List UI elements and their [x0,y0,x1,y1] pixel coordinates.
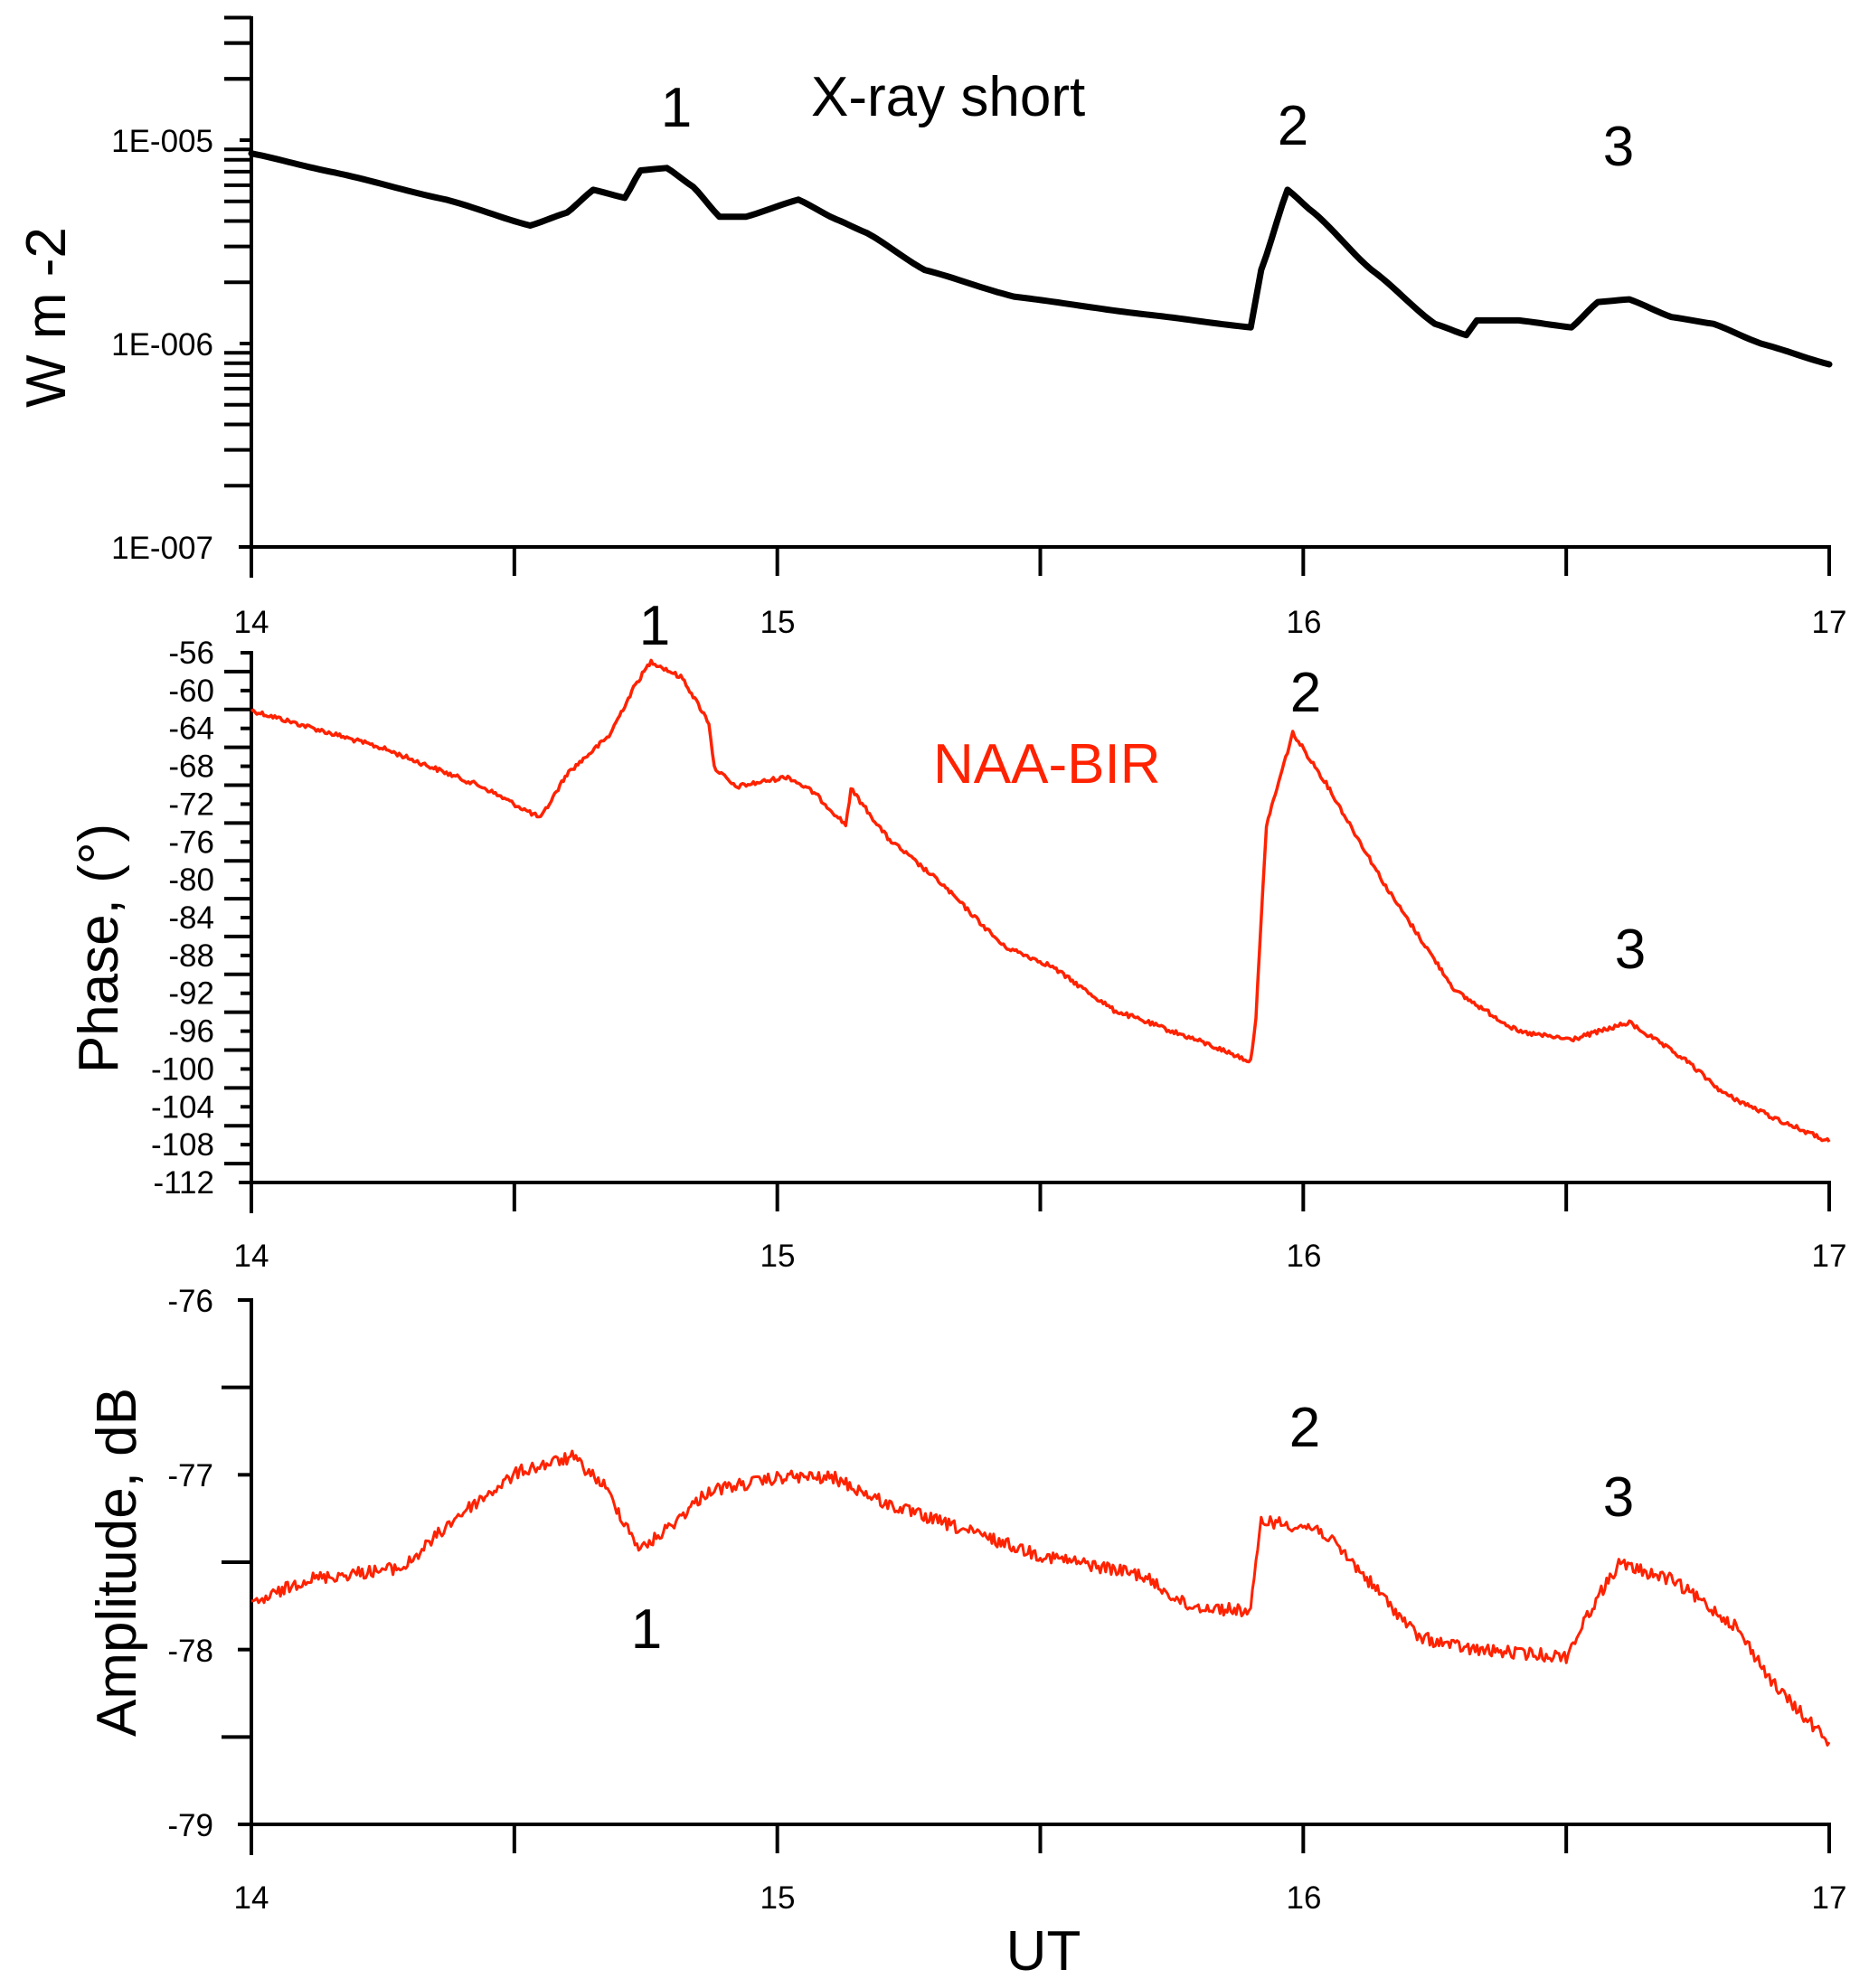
x-tick-label: 16 [1287,605,1322,640]
x-tick-label: 14 [234,1880,269,1916]
y-tick-label: -76 [167,1284,213,1319]
y-tick-label: -60 [168,674,214,709]
x-tick-label: 15 [760,605,796,640]
y-tick-label: -68 [168,749,214,785]
axes-frame [239,16,1831,578]
y-tick-label: -80 [168,862,214,898]
panel-phase: -56-60-64-68-72-76-80-84-88-92-96-100-10… [68,595,1846,1274]
y-tick-label: -100 [151,1051,214,1087]
series-line-amplitude [250,1449,1831,1747]
x-ticks [250,1182,1831,1211]
x-tick-label: 16 [1287,1880,1322,1916]
y-axis-title: Amplitude, dB [86,1388,148,1737]
y-ticks [224,651,251,1184]
panel-amplitude: -76 -77 -78 -79 14 15 16 17 Amplitude, d… [86,1284,1846,1983]
y-tick-labels: -56-60-64-68-72-76-80-84-88-92-96-100-10… [151,636,214,1201]
x-tick-label: 14 [234,1239,269,1274]
annotation-3: 3 [1615,919,1646,981]
y-axis-title: W m -2 [15,227,78,408]
y-tick-label: -84 [168,900,214,936]
y-tick-label: -88 [168,938,214,974]
y-tick-label: -72 [168,787,214,822]
y-tick-label: 1E-007 [111,531,213,566]
y-tick-label: -112 [154,1165,214,1201]
y-ticks [224,15,251,549]
x-tick-label: 16 [1287,1239,1322,1274]
x-tick-label: 17 [1812,1880,1847,1916]
y-tick-label: -76 [168,824,214,860]
axes-frame [239,651,1831,1213]
series-line-phase [250,658,1831,1143]
x-axis-title: UT [1006,1920,1081,1983]
y-ticks [222,1298,251,1826]
series-line-xray [248,150,1833,368]
annotation-1: 1 [639,595,670,657]
panel-title: X-ray short [811,66,1085,128]
y-tick-label: -77 [167,1458,213,1493]
y-tick-label: -64 [168,711,214,747]
y-tick-label: -56 [168,636,214,671]
annotation-1: 1 [661,77,692,139]
annotation-3: 3 [1603,116,1634,178]
axes-frame [239,1298,1831,1855]
annotation-2: 2 [1278,95,1308,157]
y-tick-label: 1E-006 [111,327,213,363]
y-axis-title: Phase, (°) [68,824,130,1073]
y-tick-label: -108 [151,1127,214,1163]
x-tick-label: 17 [1812,605,1847,640]
x-ticks [250,547,1831,576]
annotation-1: 1 [631,1598,662,1661]
y-tick-label: -92 [168,976,214,1012]
y-tick-label: -79 [167,1808,213,1843]
panel-xray: 1E-005 1E-006 1E-007 14 15 16 17 W m -2 … [15,15,1847,640]
y-tick-label: -104 [151,1089,214,1125]
x-tick-label: 14 [234,605,269,640]
x-tick-label: 15 [760,1880,796,1916]
y-tick-label: -96 [168,1014,214,1050]
x-tick-label: 15 [760,1239,796,1274]
annotation-3: 3 [1603,1466,1634,1529]
annotation-2: 2 [1289,1397,1320,1459]
y-tick-label: 1E-005 [111,124,213,159]
panel-title: NAA-BIR [933,733,1160,796]
x-tick-label: 17 [1812,1239,1847,1274]
annotation-2: 2 [1290,662,1321,724]
x-ticks [250,1824,1831,1853]
y-tick-label: -78 [167,1634,213,1669]
